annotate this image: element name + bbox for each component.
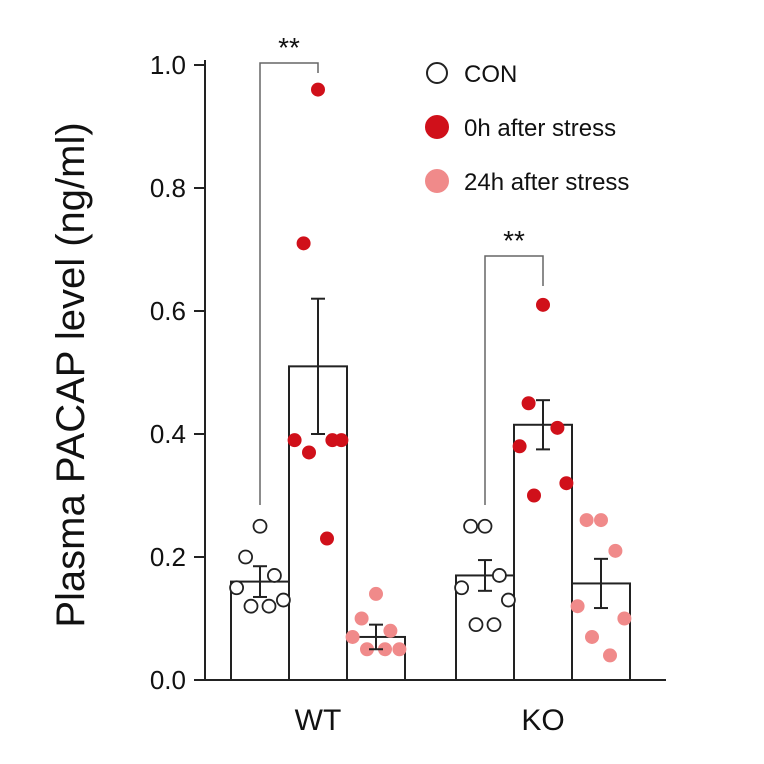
data-point (252, 518, 268, 534)
data-point (585, 629, 599, 644)
data-point (463, 518, 479, 534)
data-point (468, 617, 484, 633)
data-point (229, 580, 245, 596)
data-point (334, 433, 349, 448)
data-point (536, 297, 550, 312)
data-point (570, 599, 585, 614)
data-point (392, 642, 407, 657)
data-point (320, 531, 334, 546)
data-point (477, 518, 493, 534)
data-point (608, 543, 623, 558)
data-point (383, 623, 398, 638)
data-point (454, 580, 470, 596)
data-point (369, 586, 383, 601)
significance-brackets: ** ** (259, 32, 544, 505)
y-tick-label: 0.8 (150, 173, 186, 203)
y-tick-label: 0.4 (150, 419, 186, 449)
y-tick-label: 1.0 (150, 50, 186, 80)
data-point (238, 549, 254, 565)
significance-stars: ** (503, 225, 525, 256)
legend-label: 0h after stress (464, 115, 616, 142)
x-tick-label-wt: WT (295, 704, 342, 737)
data-point (261, 598, 277, 614)
data-point (486, 617, 502, 633)
legend: CON 0h after stress 24h after stress (425, 61, 629, 196)
data-point (311, 82, 325, 97)
y-ticks: 0.0 0.2 0.4 0.6 0.8 1.0 (150, 50, 205, 695)
significance-bracket (484, 255, 544, 505)
legend-label: 24h after stress (464, 169, 629, 196)
bar-ko-1 (513, 423, 573, 681)
data-point (345, 629, 360, 644)
data-point (266, 568, 282, 583)
error-bars (253, 297, 608, 651)
legend-marker (425, 169, 449, 193)
y-tick-label: 0.6 (150, 296, 186, 326)
x-tick-labels: WT KO (295, 704, 565, 737)
data-point (512, 439, 527, 454)
data-point (603, 648, 617, 663)
data-point (243, 598, 259, 614)
data-point (594, 513, 608, 528)
y-tick-label: 0.2 (150, 542, 186, 572)
data-point (579, 513, 594, 528)
significance-bracket (259, 62, 319, 505)
x-tick-label-ko: KO (521, 704, 564, 737)
data-point (491, 568, 507, 583)
legend-marker (425, 115, 449, 139)
data-point (550, 420, 565, 435)
data-point (354, 611, 369, 626)
data-point (617, 611, 632, 626)
legend-marker (426, 62, 448, 84)
data-point (559, 476, 574, 491)
data-point (500, 592, 516, 608)
data-point (302, 445, 316, 460)
significance-stars: ** (278, 32, 300, 63)
legend-label: CON (464, 61, 517, 88)
data-points (229, 82, 632, 663)
y-axis-label: Plasma PACAP level (ng/ml) (49, 122, 93, 627)
data-point (527, 488, 541, 503)
data-point (275, 592, 291, 608)
data-point (296, 236, 311, 251)
data-point (287, 433, 302, 448)
y-tick-label: 0.0 (150, 665, 186, 695)
bars (230, 365, 631, 682)
data-point (521, 396, 536, 411)
